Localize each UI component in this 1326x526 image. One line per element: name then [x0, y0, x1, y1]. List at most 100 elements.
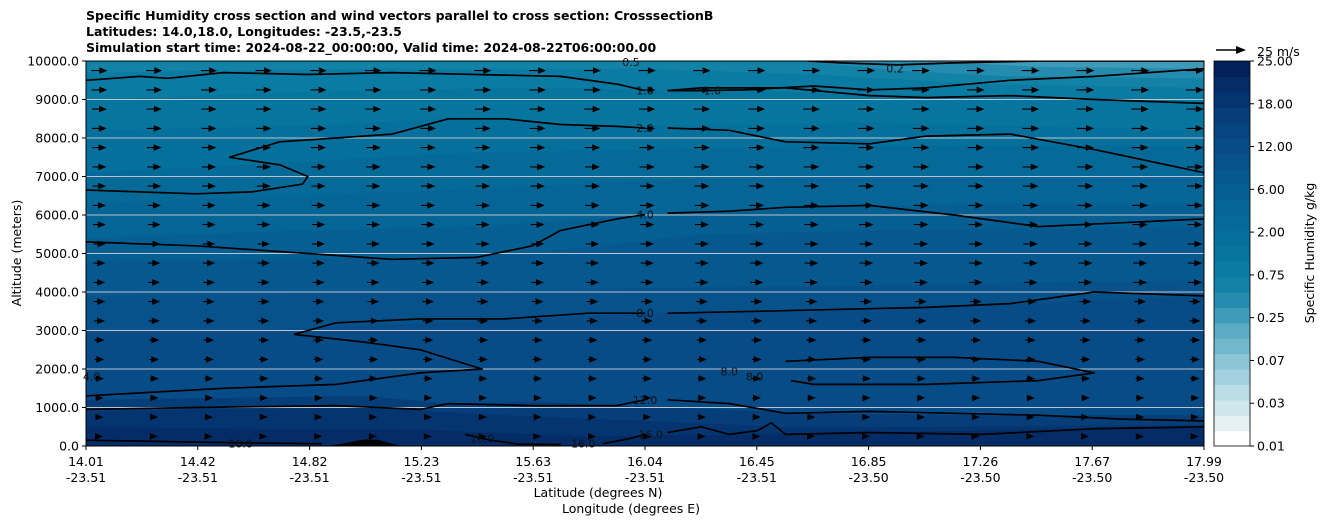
wind-arrow-302	[530, 163, 546, 171]
contour-label-8: 8.0	[746, 371, 764, 384]
wind-arrow-146	[1189, 317, 1201, 325]
wind-arrow-13	[807, 433, 816, 440]
wind-arrow-267	[913, 202, 929, 209]
wind-arrow-221	[695, 240, 709, 248]
contour-line-9	[293, 312, 645, 336]
wind-arrow-187	[1133, 279, 1148, 286]
wind-arrow-284	[694, 182, 710, 190]
wind-arrow-124	[1135, 336, 1146, 344]
colorbar-segment-23	[1214, 76, 1250, 93]
wind-arrow-67	[314, 375, 324, 382]
wind-arrow-311	[1022, 163, 1039, 171]
x-tick-lat-6: 16.45	[739, 454, 775, 469]
wind-arrow-97	[806, 356, 817, 363]
wind-arrow-288	[913, 182, 929, 190]
x-tick-lat-0: 14.01	[68, 454, 104, 469]
wind-arrow-247	[968, 221, 984, 228]
wind-arrow-361	[310, 105, 327, 113]
x-tick-lon-0: -23.51	[66, 470, 106, 485]
wind-arrow-74	[697, 375, 707, 382]
colorbar-tick-label-2: 0.07	[1257, 353, 1285, 368]
wind-arrow-154	[477, 298, 489, 305]
contour-line-1	[86, 71, 646, 92]
wind-arrow-223	[804, 240, 819, 248]
wind-arrow-174	[421, 279, 435, 286]
wind-arrow-419	[1186, 67, 1204, 74]
x-tick-lon-5: -23.51	[625, 470, 665, 485]
wind-arrow-203	[859, 259, 874, 267]
wind-arrow-228	[1078, 240, 1093, 248]
wind-arrow-301	[475, 163, 491, 171]
wind-arrow-367	[639, 105, 656, 113]
wind-arrow-415	[966, 67, 985, 74]
x-tick-lon-7: -23.50	[848, 470, 888, 485]
wind-arrow-53	[697, 394, 707, 402]
wind-arrow-374	[1022, 105, 1040, 113]
wind-arrow-230	[1187, 240, 1203, 248]
colorbar-segment-7	[1214, 322, 1250, 339]
wind-arrow-208	[1133, 259, 1148, 267]
wind-arrow-105	[94, 336, 105, 344]
x-axis-label-longitude: Longitude (degrees E)	[562, 501, 700, 516]
wind-arrow-281	[530, 182, 545, 190]
y-tick-label-0: 0.0	[59, 439, 79, 454]
wind-arrow-144	[1079, 317, 1091, 325]
wind-arrow-123	[1080, 336, 1091, 344]
wind-arrow-55	[807, 394, 816, 402]
wind-arrow-262	[640, 202, 655, 209]
wind-arrow-263	[694, 202, 710, 209]
wind-arrow-63	[94, 375, 105, 382]
wind-arrow-250	[1132, 221, 1148, 228]
contour-label-9: 4.0	[83, 371, 101, 384]
wind-arrow-2	[204, 433, 213, 440]
y-tick-label-10: 10000.0	[27, 54, 79, 69]
wind-arrow-260	[530, 202, 545, 209]
wind-arrow-296	[201, 163, 217, 171]
wind-arrow-147	[93, 298, 106, 305]
wind-arrow-76	[807, 375, 817, 382]
contour-line-4	[229, 117, 646, 159]
wind-arrow-179	[695, 279, 709, 286]
wind-arrow-391	[802, 86, 821, 94]
wind-arrow-168	[93, 279, 106, 286]
wind-arrow-126	[93, 317, 106, 325]
wind-arrow-197	[531, 259, 545, 267]
wind-arrow-258	[421, 202, 436, 209]
gridlines	[86, 99, 1204, 408]
colorbar-segment-9	[1214, 292, 1250, 308]
contour-line-13	[86, 398, 646, 411]
wind-arrow-364	[474, 105, 491, 113]
wind-arrow-201	[750, 259, 764, 267]
wind-arrow-96	[751, 356, 762, 363]
wind-arrow-298	[311, 163, 326, 171]
wind-arrow-380	[201, 86, 217, 94]
wind-arrow-167	[1189, 298, 1201, 305]
wind-arrow-388	[638, 86, 656, 94]
wind-arrow-332	[1022, 144, 1039, 151]
wind-arrow-137	[696, 317, 708, 325]
wind-arrow-61	[1135, 394, 1145, 402]
wind-arrow-66	[259, 375, 269, 382]
wind-arrow-109	[313, 336, 324, 344]
chart-title-line-1: Specific Humidity cross section and wind…	[86, 8, 714, 23]
wind-arrow-235	[311, 221, 326, 228]
wind-arrow-242	[694, 221, 710, 228]
wind-arrow-118	[806, 336, 817, 344]
wind-arrow-92	[532, 356, 543, 363]
wind-arrow-93	[587, 356, 598, 363]
wind-arrow-239	[530, 221, 545, 228]
wind-arrow-400	[146, 67, 163, 74]
wind-arrow-34	[807, 413, 816, 421]
wind-arrow-253	[147, 202, 161, 209]
wind-arrow-225	[914, 240, 929, 248]
wind-arrow-6	[423, 433, 432, 440]
colorbar-segment-16	[1214, 184, 1250, 201]
wind-arrow-198	[585, 259, 600, 267]
wind-arrow-406	[474, 67, 492, 74]
wind-arrow-363	[420, 105, 437, 113]
wind-arrow-274	[147, 182, 162, 190]
wind-arrow-317	[201, 144, 217, 151]
wind-arrow-217	[476, 240, 490, 248]
wind-arrow-351	[912, 125, 930, 132]
wind-arrow-342	[420, 125, 436, 132]
